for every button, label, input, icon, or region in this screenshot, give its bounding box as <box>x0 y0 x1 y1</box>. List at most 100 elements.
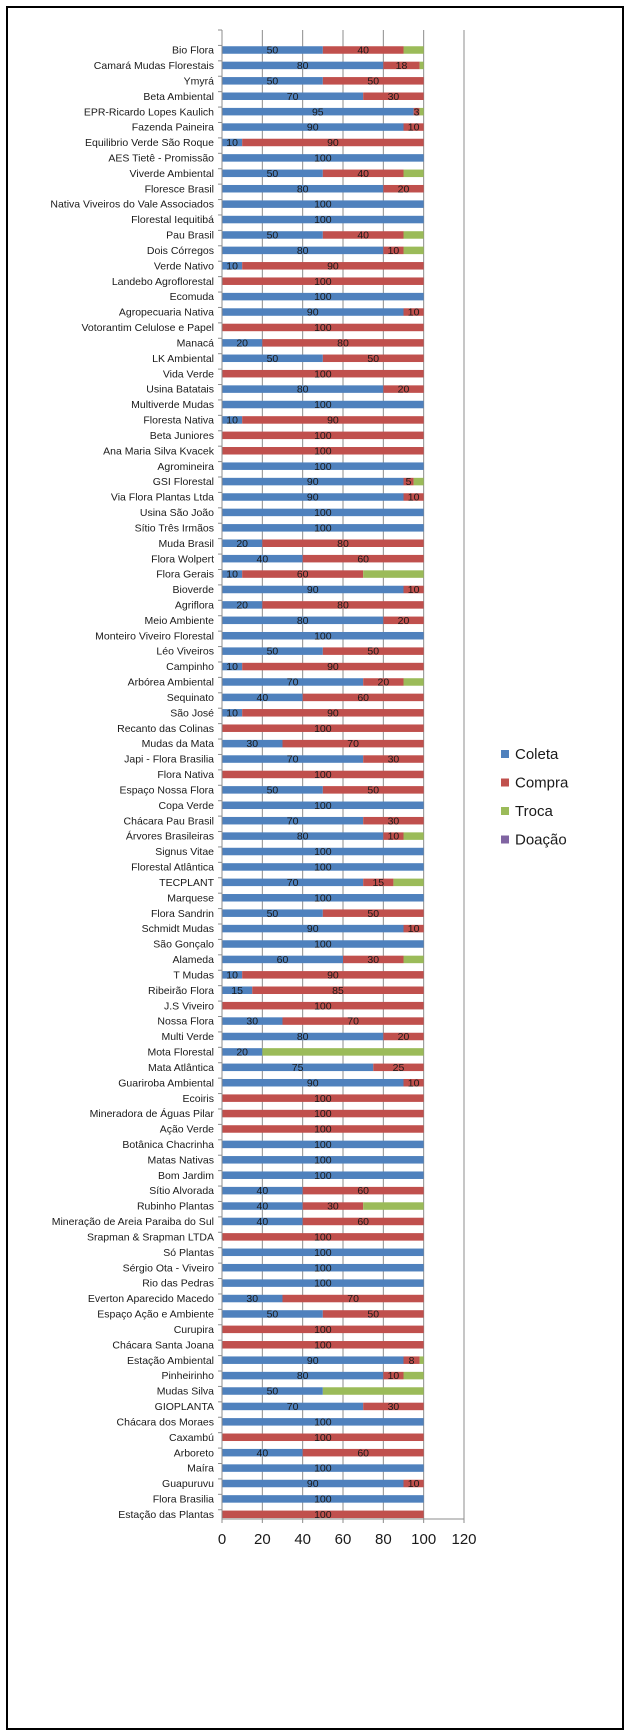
data-label: 50 <box>267 1386 279 1398</box>
bar-row: Landebo Agroflorestal 100 <box>112 276 424 288</box>
category-label: Sérgio Ota - Viveiro <box>123 1262 215 1274</box>
category-label: Arbórea Ambiental <box>128 677 214 689</box>
bar-segment-coleta <box>222 647 323 655</box>
bar-row: Botânica Chacrinha 100 <box>122 1139 424 1151</box>
bar-segment-coleta <box>222 631 424 640</box>
category-label: Florestal Atlântica <box>131 862 214 874</box>
data-label: 40 <box>357 45 369 57</box>
bar-row: Mineradora de Águas Pilar 100 <box>90 1107 424 1120</box>
legend-item: Coleta <box>501 746 559 763</box>
data-label: 80 <box>297 1370 309 1382</box>
data-label: 95 <box>312 106 324 118</box>
bar-row: Flora Nativa 100 <box>157 769 424 781</box>
bar-segment-coleta <box>222 755 364 763</box>
data-label: 30 <box>388 754 400 766</box>
bar-segment-compra <box>222 770 424 779</box>
bar-row: Recanto das Colinas 100 <box>117 723 424 735</box>
bar-segment-compra <box>242 662 424 671</box>
bar-row: AES Tietê - Promissão 100 <box>108 152 424 164</box>
bar-segment-coleta <box>222 709 243 717</box>
data-label: 90 <box>307 923 319 935</box>
bar-row: Everton Aparecido Macedo 30 70 <box>88 1293 424 1305</box>
category-label: Muda Brasil <box>159 538 214 550</box>
data-label: 80 <box>297 831 309 843</box>
data-label: 100 <box>314 399 332 411</box>
bar-segment-compra <box>363 92 424 100</box>
data-label: 20 <box>398 183 410 195</box>
data-label: 100 <box>314 430 332 442</box>
bar-row: Japi - Flora Brasilia 70 30 <box>124 754 424 766</box>
data-label: 100 <box>314 1494 332 1506</box>
bar-segment-compra <box>403 477 414 486</box>
data-label: 100 <box>314 322 332 334</box>
bar-row: Marquese 100 <box>167 892 424 904</box>
bar-row: TECPLANT 70 15 <box>159 877 424 889</box>
data-label: 10 <box>226 569 238 581</box>
bar-segment-coleta <box>222 385 384 393</box>
bar-segment-coleta <box>222 909 323 917</box>
bar-segment-compra <box>383 61 420 70</box>
bar-segment-troca <box>419 61 424 70</box>
data-label: 10 <box>226 260 238 272</box>
category-label: São José <box>170 707 214 719</box>
bar-segment-compra <box>242 971 424 979</box>
data-label: 100 <box>314 1124 332 1136</box>
data-label: 90 <box>307 1077 319 1089</box>
bar-row: Arboreto 40 60 <box>174 1447 424 1459</box>
bar-row: Agromineira 100 <box>157 461 424 473</box>
data-label: 50 <box>367 353 379 365</box>
data-label: 40 <box>256 1201 268 1213</box>
data-label: 50 <box>367 908 379 920</box>
bar-row: Viverde Ambiental 50 40 <box>130 168 424 180</box>
bar-row: Nativa Viveiros do Vale Associados 100 <box>50 199 424 211</box>
bar-row: Meio Ambiente 80 20 <box>145 615 424 627</box>
bar-segment-compra <box>373 1063 424 1072</box>
bar-segment-compra <box>322 1310 424 1318</box>
bar-segment-coleta <box>222 262 243 270</box>
bar-segment-troca <box>419 107 424 116</box>
bar-row: Caxambú 100 <box>169 1432 424 1444</box>
data-label: 40 <box>357 168 369 180</box>
data-label: 100 <box>314 1463 332 1475</box>
bar-segment-coleta <box>222 1294 283 1303</box>
bar-segment-coleta <box>222 1356 404 1364</box>
bar-segment-coleta <box>222 1464 424 1472</box>
bar-segment-coleta <box>222 539 263 547</box>
x-tick-label: 40 <box>294 1531 311 1548</box>
bar-segment-coleta <box>222 1186 303 1195</box>
bar-row: Espaço Nossa Flora 50 50 <box>119 784 424 796</box>
data-label: 10 <box>226 707 238 719</box>
data-label: 80 <box>337 538 349 550</box>
data-label: 5 <box>406 476 412 488</box>
bar-segment-coleta <box>222 169 323 178</box>
bar-row: Mata Atlântica 75 25 <box>148 1062 424 1074</box>
data-label: 60 <box>277 954 289 966</box>
data-label: 100 <box>314 769 332 781</box>
category-label: Nossa Flora <box>157 1016 214 1028</box>
data-label: 100 <box>314 1093 332 1105</box>
bar-segment-compra <box>383 184 424 193</box>
data-label: 15 <box>372 877 384 889</box>
x-tick-label: 100 <box>411 1531 436 1548</box>
bar-row: J.S Viveiro 100 <box>164 1000 424 1012</box>
category-label: Flora Brasilia <box>153 1494 214 1506</box>
category-label: Everton Aparecido Macedo <box>88 1293 214 1305</box>
bar-row: Ecoiris 100 <box>182 1093 424 1105</box>
category-label: Flora Nativa <box>157 769 214 781</box>
bar-segment-coleta <box>222 1032 384 1041</box>
bar-segment-compra <box>302 1448 424 1457</box>
category-label: Floresce Brasil <box>145 183 214 195</box>
bar-row: Curupira 100 <box>174 1324 424 1336</box>
bar-segment-coleta <box>222 878 364 887</box>
legend: Coleta Compra Troca Doação <box>501 746 569 849</box>
bar-row: Rubinho Plantas 40 30 <box>137 1201 424 1213</box>
data-label: 50 <box>367 75 379 87</box>
category-label: Chácara Santa Joana <box>112 1339 214 1351</box>
category-label: Landebo Agroflorestal <box>112 276 214 288</box>
bar-row: Multi Verde 80 20 <box>161 1031 424 1043</box>
data-label: 50 <box>267 230 279 242</box>
bar-row: Mineração de Areia Paraiba do Sul 40 60 <box>52 1216 424 1228</box>
chart-frame: Bio Flora 50 40 Camará Mudas Florestais 80 18… <box>6 6 624 1730</box>
bar-row: Srapman & Srapman LTDA 100 <box>87 1231 424 1243</box>
bar-row: Fazenda Paineira 90 10 <box>132 122 424 134</box>
